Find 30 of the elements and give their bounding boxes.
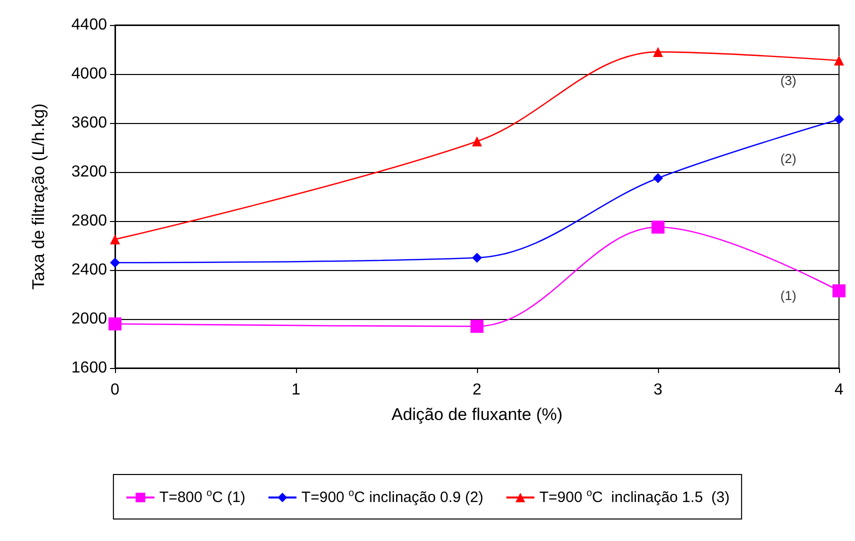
y-tick-label: 4000: [71, 66, 108, 82]
x-tick-label: 1: [292, 382, 301, 398]
y-tick-label: 1600: [71, 360, 108, 376]
annotation: (1): [780, 288, 796, 303]
x-tick-label: 3: [654, 382, 663, 398]
x-tick-label: 4: [834, 382, 844, 398]
point: [472, 252, 482, 263]
y-axis-title: Taxa de filtração (L/h.kg): [29, 103, 48, 290]
y-tick-label: 3600: [71, 114, 108, 132]
y-tick-label: 4400: [71, 16, 108, 34]
point: [472, 136, 482, 146]
point: [653, 173, 663, 184]
y-tick-label: 3200: [71, 164, 108, 180]
point: [470, 320, 484, 333]
annotation: (3): [780, 73, 796, 88]
point: [834, 114, 844, 124]
point: [832, 284, 846, 298]
annotation: (2): [780, 150, 796, 166]
y-tick-label: 2400: [71, 262, 108, 278]
x-tick-label: 0: [110, 382, 120, 398]
y-tick-label: 2800: [71, 212, 108, 230]
point: [110, 234, 120, 244]
point: [653, 46, 663, 57]
point: [110, 258, 120, 268]
y-tick-label: 2000: [71, 310, 108, 328]
point: [652, 220, 664, 234]
point: [108, 317, 122, 330]
x-axis-title: Adição de fluxante (%): [391, 405, 563, 424]
point: [834, 56, 844, 66]
x-tick-label: 2: [472, 382, 482, 398]
